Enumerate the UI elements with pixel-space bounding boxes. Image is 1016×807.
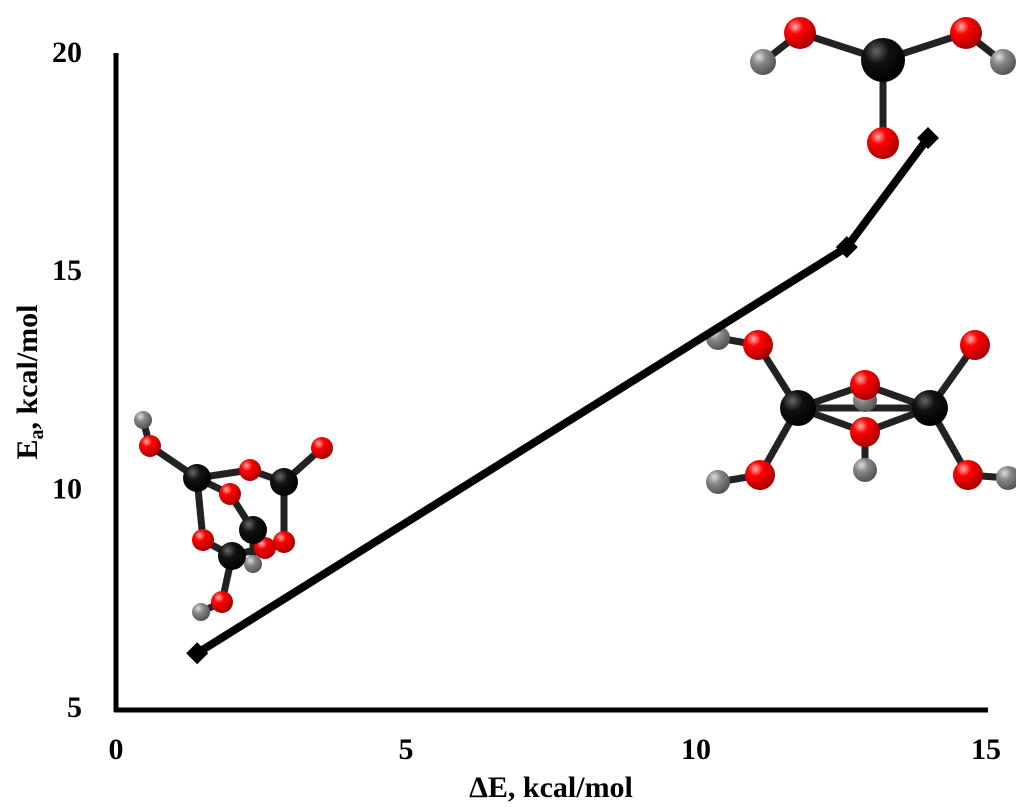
y-tick-label: 10 <box>52 473 82 506</box>
x-tick-label: 0 <box>109 733 124 766</box>
data-line <box>197 138 928 653</box>
x-axis-label: ΔE, kcal/mol <box>469 771 633 804</box>
molecule-top <box>750 17 1016 159</box>
x-tick-label: 5 <box>399 733 414 766</box>
y-tick-label: 5 <box>67 691 82 724</box>
y-label-main: E <box>11 439 44 459</box>
x-tick-label: 10 <box>681 733 711 766</box>
y-tick-label: 15 <box>52 254 82 287</box>
y-tick-label: 20 <box>52 36 82 69</box>
x-tick-label: 15 <box>971 733 1001 766</box>
chart: ΔE, kcal/mol Ea, kcal/mol 5101520051015 <box>0 0 1016 807</box>
y-axis-label: Ea, kcal/mol <box>11 304 48 459</box>
y-label-subscript: a <box>26 429 48 439</box>
molecule-right <box>706 326 1016 494</box>
y-label-rest: , kcal/mol <box>11 304 44 429</box>
